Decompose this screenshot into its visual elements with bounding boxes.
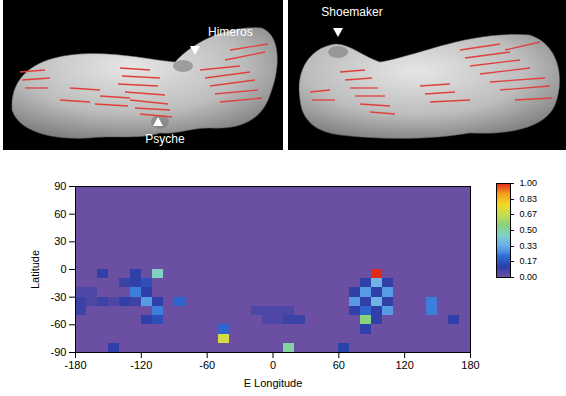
svg-text:0.33: 0.33 [520, 241, 538, 251]
svg-text:180: 180 [461, 359, 479, 371]
svg-text:1.00: 1.00 [520, 178, 538, 188]
svg-text:Himeros: Himeros [208, 25, 253, 39]
svg-text:0.00: 0.00 [520, 272, 538, 282]
svg-text:0: 0 [60, 263, 66, 275]
svg-text:-120: -120 [130, 359, 152, 371]
svg-text:-60: -60 [199, 359, 215, 371]
svg-text:Psyche: Psyche [145, 132, 185, 146]
svg-text:0.17: 0.17 [520, 256, 538, 266]
svg-text:0.83: 0.83 [520, 194, 538, 204]
svg-text:-90: -90 [51, 346, 67, 358]
svg-text:Shoemaker: Shoemaker [321, 5, 382, 19]
svg-text:E Longitude: E Longitude [244, 377, 303, 389]
svg-text:30: 30 [54, 235, 66, 247]
svg-text:60: 60 [54, 208, 66, 220]
svg-text:0.67: 0.67 [520, 209, 538, 219]
svg-text:60: 60 [333, 359, 345, 371]
svg-text:Latitude: Latitude [29, 250, 41, 289]
svg-text:-60: -60 [51, 318, 67, 330]
svg-text:0.50: 0.50 [520, 225, 538, 235]
svg-text:90: 90 [54, 180, 66, 192]
svg-text:-30: -30 [51, 291, 67, 303]
svg-text:0: 0 [270, 359, 276, 371]
svg-text:-180: -180 [64, 359, 86, 371]
svg-text:120: 120 [395, 359, 413, 371]
